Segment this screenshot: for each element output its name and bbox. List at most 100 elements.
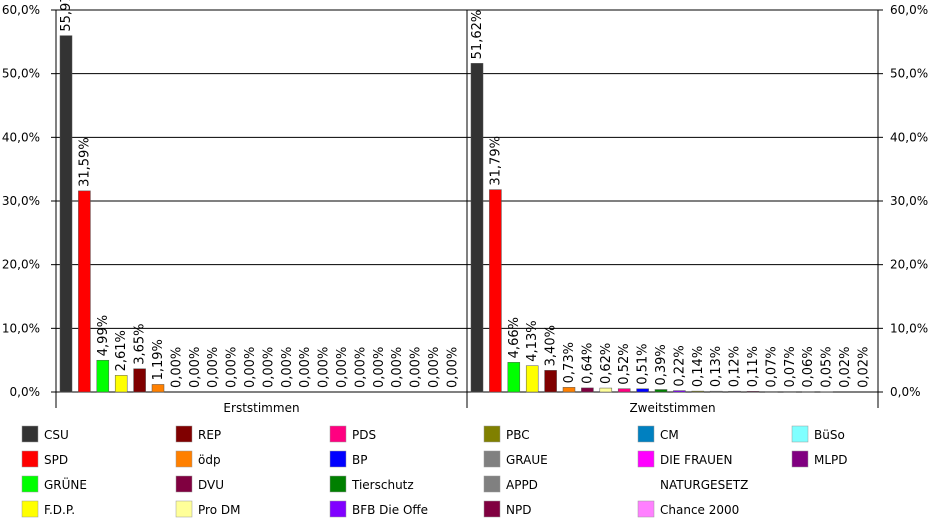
axes: 0,0% 0,0% 10,0% 10,0% 20,0% 20,0% 30,0% 30,0% 40… <box>2 3 928 415</box>
data-label: 0,00% <box>298 347 313 388</box>
legend-swatch <box>329 450 347 468</box>
legend-label: CM <box>660 428 679 442</box>
legend-label: Tierschutz <box>351 478 414 492</box>
legend-label: PDS <box>352 428 376 442</box>
bar-f-d-p- <box>525 365 539 393</box>
bar-gr-ne <box>507 362 521 393</box>
legend-swatch <box>21 500 39 518</box>
data-label: 4,66% <box>507 317 522 358</box>
y-tick-label-right: 10,0% <box>890 321 928 335</box>
legend-swatch <box>483 475 501 493</box>
legend-label: SPD <box>44 453 68 467</box>
data-label: 31,59% <box>77 137 92 187</box>
legend-swatch <box>791 450 809 468</box>
legend-swatch <box>21 450 39 468</box>
y-tick-label-left: 10,0% <box>2 321 40 335</box>
legend-label: GRÜNE <box>44 476 87 492</box>
bar-spd <box>78 190 91 393</box>
data-label: 0,64% <box>580 343 595 384</box>
bar--dp <box>562 387 576 393</box>
data-label: 0,00% <box>372 347 387 388</box>
data-label: 31,79% <box>488 136 503 186</box>
legend-swatch <box>175 475 193 493</box>
y-tick-label-right: 50,0% <box>890 67 928 81</box>
data-label: 0,00% <box>261 347 276 388</box>
legend-swatch <box>637 500 655 518</box>
data-label: 4,99% <box>96 315 111 356</box>
data-label: 0,00% <box>317 347 332 388</box>
bar-rep <box>133 368 146 393</box>
data-label: 51,62% <box>470 10 485 60</box>
legend-label: ödp <box>198 453 221 467</box>
legend-label: GRAUE <box>506 453 548 467</box>
legend-swatch <box>21 425 39 443</box>
data-label: 0,39% <box>654 344 669 385</box>
data-label: 0,00% <box>445 347 460 388</box>
legend-swatch <box>21 475 39 493</box>
data-label: 0,62% <box>599 343 614 384</box>
legend-label: DVU <box>198 478 224 492</box>
y-tick-label-left: 20,0% <box>2 258 40 272</box>
data-label: 0,13% <box>709 346 724 387</box>
y-tick-label-left: 40,0% <box>2 130 40 144</box>
legend-label: NPD <box>506 503 531 517</box>
data-label: 0,22% <box>672 345 687 386</box>
data-label: 0,73% <box>562 342 577 383</box>
bars <box>59 35 833 393</box>
data-label: 3,40% <box>544 325 559 366</box>
y-tick-label-left: 60,0% <box>2 3 40 17</box>
bar-csu <box>470 63 484 393</box>
data-label: 0,00% <box>335 347 350 388</box>
legend-label: BüSo <box>814 428 845 442</box>
data-label: 0,07% <box>783 346 798 387</box>
bar--dp <box>151 384 165 393</box>
bar-tierschutz <box>654 389 668 393</box>
legend-swatch <box>637 425 655 443</box>
data-label: 0,00% <box>188 347 203 388</box>
data-label: 4,13% <box>525 320 540 361</box>
legend-label: MLPD <box>814 453 848 467</box>
legend-swatch <box>329 500 347 518</box>
data-label: 0,11% <box>746 346 761 387</box>
legend-label: F.D.P. <box>44 503 75 517</box>
data-label: 0,00% <box>243 347 258 388</box>
data-label: 0,02% <box>838 347 853 388</box>
legend-label: BP <box>352 453 367 467</box>
data-label: 0,06% <box>801 346 816 387</box>
data-label: 0,00% <box>390 347 405 388</box>
bar-rep <box>544 370 557 393</box>
legend-swatch <box>175 450 193 468</box>
bar-npd <box>746 391 760 393</box>
bar-pro-dm <box>599 387 613 393</box>
y-tick-label-right: 40,0% <box>890 130 928 144</box>
legend-label: APPD <box>506 478 538 492</box>
bar-pbc <box>691 390 705 393</box>
bar-appd <box>728 390 741 393</box>
legend-label: DIE FRAUEN <box>660 453 732 467</box>
data-label: 2,61% <box>114 330 129 371</box>
data-label: 0,00% <box>427 347 442 388</box>
legend-label: REP <box>198 428 221 442</box>
bar-bp <box>636 388 649 393</box>
bar-csu <box>59 35 73 393</box>
legend-swatch <box>329 425 347 443</box>
legend-swatch <box>483 425 501 443</box>
bar-spd <box>489 189 502 393</box>
data-label: 1,19% <box>151 339 166 380</box>
legend-label: BFB Die Offe <box>352 503 428 517</box>
legend-swatch <box>483 450 501 468</box>
data-label: 0,02% <box>856 347 871 388</box>
data-label: 0,00% <box>169 347 184 388</box>
legend-swatch <box>175 425 193 443</box>
y-tick-label-right: 60,0% <box>890 3 928 17</box>
y-tick-label-left: 0,0% <box>10 385 41 399</box>
y-tick-label-left: 50,0% <box>2 67 40 81</box>
data-label: 0,00% <box>225 347 240 388</box>
legend-label: Pro DM <box>198 503 240 517</box>
legend-label: PBC <box>506 428 530 442</box>
x-category-label: Zweitstimmen <box>629 401 715 415</box>
legend-label: CSU <box>44 428 69 442</box>
data-label: 0,00% <box>206 347 221 388</box>
legend-swatch <box>483 500 501 518</box>
